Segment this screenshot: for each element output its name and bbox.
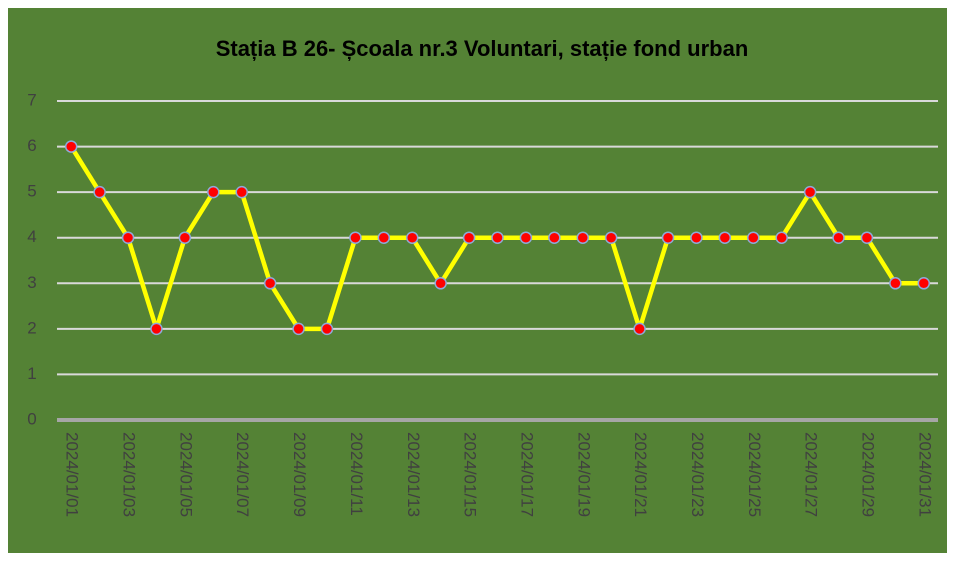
x-tick-label: 2024/01/21 [631, 432, 650, 517]
data-point [207, 185, 220, 199]
y-tick-label: 0 [27, 409, 36, 428]
y-tick-label: 4 [27, 227, 36, 246]
data-point [690, 231, 703, 244]
y-tick-label: 5 [27, 182, 36, 201]
data-point [434, 277, 447, 290]
x-tick-label: 2024/01/25 [745, 432, 764, 517]
data-point [377, 231, 391, 244]
data-point [718, 231, 732, 244]
x-tick-label: 2024/01/27 [802, 432, 821, 517]
data-point [775, 231, 788, 244]
data-point [917, 277, 931, 290]
chart-title: Stația B 26- Școala nr.3 Voluntari, staț… [216, 36, 749, 61]
x-tick-label: 2024/01/03 [120, 432, 139, 517]
data-point [64, 140, 78, 153]
x-tick-label: 2024/01/13 [404, 432, 423, 517]
data-point [548, 231, 561, 244]
x-tick-label: 2024/01/17 [517, 432, 536, 517]
data-point [405, 231, 419, 244]
data-point [747, 231, 760, 244]
data-point [121, 231, 135, 244]
data-point [576, 231, 590, 244]
x-tick-label: 2024/01/11 [347, 432, 366, 516]
data-point [661, 231, 675, 244]
x-tick-label: 2024/01/01 [63, 432, 82, 517]
data-point [178, 231, 192, 244]
chart-background [8, 8, 947, 553]
data-point [320, 322, 334, 336]
data-point [235, 185, 248, 199]
data-point [491, 231, 504, 244]
data-point [292, 322, 305, 336]
x-tick-label: 2024/01/15 [461, 432, 480, 517]
data-point [263, 277, 277, 290]
x-tick-label: 2024/01/31 [915, 432, 934, 517]
y-tick-label: 1 [27, 364, 36, 383]
y-tick-label: 7 [27, 90, 36, 109]
data-point [93, 185, 106, 199]
y-tick-label: 2 [27, 318, 36, 337]
data-point [462, 231, 476, 244]
data-point [889, 277, 902, 290]
data-point [519, 231, 533, 244]
data-point [633, 322, 646, 336]
x-tick-label: 2024/01/29 [858, 432, 877, 517]
data-point [803, 185, 817, 199]
x-tick-label: 2024/01/09 [290, 432, 309, 517]
x-tick-label: 2024/01/23 [688, 432, 707, 517]
x-tick-label: 2024/01/19 [574, 432, 593, 517]
y-tick-label: 6 [27, 136, 36, 155]
data-point [832, 231, 845, 244]
data-point [604, 231, 618, 244]
data-point [349, 231, 362, 244]
y-tick-label: 3 [27, 273, 36, 292]
x-tick-label: 2024/01/07 [233, 432, 252, 517]
data-point [860, 231, 874, 244]
data-point [150, 322, 163, 336]
x-tick-label: 2024/01/05 [176, 432, 195, 517]
